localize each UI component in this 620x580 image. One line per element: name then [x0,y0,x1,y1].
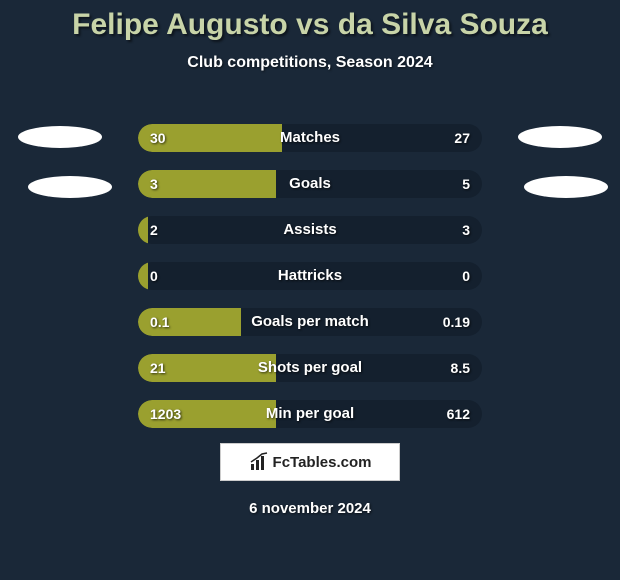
stat-label: Hattricks [138,262,482,290]
decorative-ellipse [28,176,112,198]
stat-row: 0 Hattricks 0 [138,262,482,290]
stat-row: 2 Assists 3 [138,216,482,244]
stat-label: Matches [138,124,482,152]
stat-value-right: 5 [462,170,470,198]
brand-text: FcTables.com [273,454,372,471]
stat-label: Shots per goal [138,354,482,382]
page-subtitle: Club competitions, Season 2024 [0,54,620,72]
page-title: Felipe Augusto vs da Silva Souza [0,0,620,42]
stat-label: Min per goal [138,400,482,428]
decorative-ellipse [18,126,102,148]
stat-row: 0.1 Goals per match 0.19 [138,308,482,336]
brand-badge: FcTables.com [220,443,400,481]
stat-row: 1203 Min per goal 612 [138,400,482,428]
decorative-ellipse [524,176,608,198]
stat-value-right: 3 [462,216,470,244]
stat-label: Goals [138,170,482,198]
stat-value-right: 0.19 [443,308,470,336]
date-label: 6 november 2024 [0,500,620,517]
stat-value-right: 8.5 [451,354,470,382]
stat-row: 3 Goals 5 [138,170,482,198]
stat-bars-container: 30 Matches 27 3 Goals 5 2 Assists 3 0 Ha… [138,124,482,446]
decorative-ellipse [518,126,602,148]
stat-value-right: 0 [462,262,470,290]
stat-row: 30 Matches 27 [138,124,482,152]
stat-value-right: 612 [447,400,470,428]
stat-label: Assists [138,216,482,244]
stat-value-right: 27 [454,124,470,152]
stat-label: Goals per match [138,308,482,336]
chart-icon [249,452,269,472]
stat-row: 21 Shots per goal 8.5 [138,354,482,382]
